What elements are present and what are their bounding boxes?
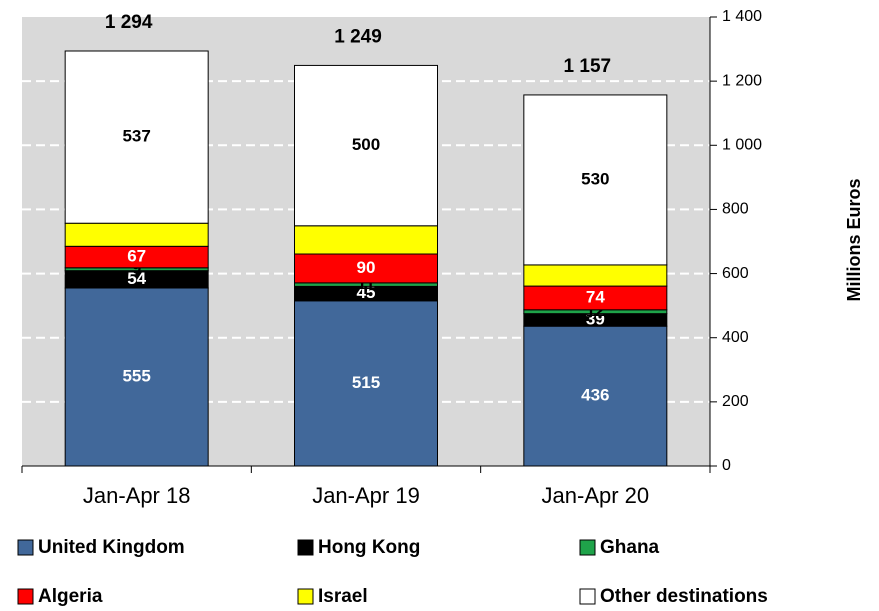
data-label: 54 [127, 269, 146, 288]
legend-label: United Kingdom [38, 537, 185, 558]
legend-label: Algeria [38, 586, 103, 607]
legend-label: Hong Kong [318, 537, 420, 558]
legend-swatch [17, 539, 34, 556]
bar-segment [294, 64, 438, 227]
total-label: 1 294 [105, 12, 153, 33]
legend-label: Ghana [600, 537, 660, 558]
total-label: 1 157 [564, 56, 612, 77]
data-label: 90 [357, 258, 376, 277]
legend-label: Other destinations [600, 586, 768, 607]
data-label: 74 [586, 287, 605, 306]
bar-segment [523, 94, 668, 266]
x-tick-label: Jan-Apr 18 [83, 483, 191, 508]
bar-segment [64, 50, 209, 224]
data-label: 515 [352, 373, 380, 392]
legend-swatch [297, 539, 314, 556]
y-tick-label: 600 [722, 265, 749, 282]
bar-segment [294, 225, 438, 255]
y-tick-label: 400 [722, 329, 749, 346]
bar-segment [523, 264, 668, 287]
data-label: 436 [581, 386, 609, 405]
data-label: 45 [357, 283, 376, 302]
total-label: 1 249 [334, 26, 382, 47]
data-label: 537 [122, 127, 150, 146]
y-tick-label: 1 200 [722, 72, 762, 89]
bar-segment [523, 325, 668, 467]
y-tick-label: 200 [722, 393, 749, 410]
data-label: 500 [352, 135, 380, 154]
x-tick-label: Jan-Apr 19 [312, 483, 420, 508]
data-label: 67 [127, 247, 146, 266]
y-tick-label: 1 400 [722, 8, 762, 25]
y-axis-title: Millions Euros [844, 178, 864, 301]
bar-segment [294, 300, 438, 467]
bar-segment [64, 287, 209, 467]
bar-segment [64, 222, 209, 247]
legend-swatch [579, 588, 596, 605]
legend-swatch [17, 588, 34, 605]
data-label: 530 [581, 169, 609, 188]
legend-label: Israel [318, 586, 368, 607]
x-tick-label: Jan-Apr 20 [542, 483, 650, 508]
data-label: 555 [122, 366, 150, 385]
y-tick-label: 800 [722, 201, 749, 218]
legend-swatch [297, 588, 314, 605]
bar-segment [294, 253, 438, 284]
legend-swatch [579, 539, 596, 556]
y-tick-label: 0 [722, 457, 731, 474]
y-tick-label: 1 000 [722, 137, 762, 154]
